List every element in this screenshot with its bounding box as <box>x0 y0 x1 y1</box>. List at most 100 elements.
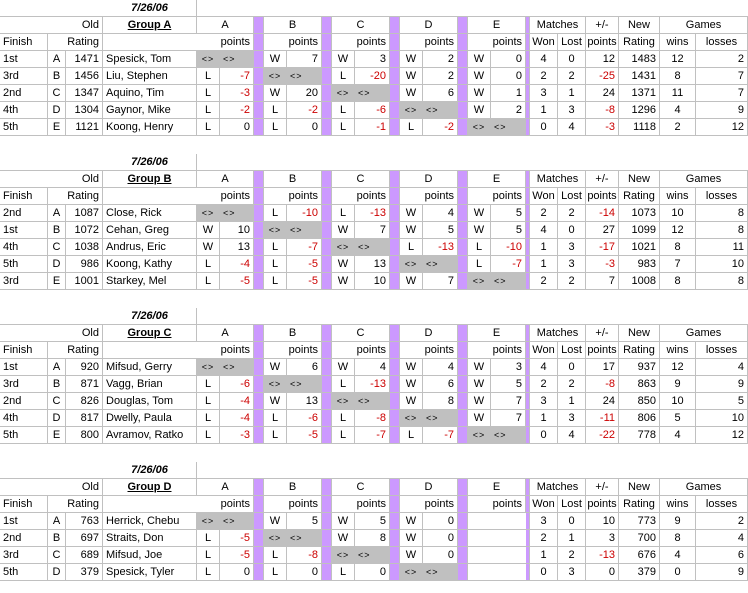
header-finish[interactable]: Finish <box>0 188 48 204</box>
matches-lost[interactable]: 0 <box>558 513 586 529</box>
player-letter[interactable]: A <box>48 205 66 221</box>
self-match-marker[interactable]: <> <box>355 85 390 101</box>
games-losses[interactable]: 9 <box>696 376 748 392</box>
match-result[interactable]: W <box>468 410 491 426</box>
matches-won[interactable]: 2 <box>530 530 558 546</box>
match-result[interactable]: W <box>400 85 423 101</box>
header-rating[interactable]: Rating <box>66 496 103 512</box>
match-points[interactable]: 2 <box>423 68 458 84</box>
player-name[interactable]: Close, Rick <box>103 205 197 221</box>
finish-place[interactable]: 2nd <box>0 205 48 221</box>
matches-won[interactable]: 2 <box>530 68 558 84</box>
match-points[interactable]: -4 <box>220 393 254 409</box>
match-points[interactable]: 6 <box>287 359 322 375</box>
games-losses[interactable]: 12 <box>696 119 748 135</box>
header-new-rating[interactable]: Rating <box>619 188 660 204</box>
header-points-c[interactable]: points <box>355 34 390 50</box>
match-points[interactable]: 5 <box>355 513 390 529</box>
old-rating[interactable]: 1456 <box>66 68 103 84</box>
group-date[interactable]: 7/26/06 <box>103 462 197 478</box>
matches-won[interactable]: 0 <box>530 564 558 580</box>
match-result[interactable]: L <box>197 547 220 563</box>
self-match-marker[interactable]: <> <box>332 547 355 563</box>
self-match-marker[interactable]: <> <box>491 273 526 289</box>
match-points[interactable]: 0 <box>355 564 390 580</box>
header-plusminus[interactable]: +/- <box>586 171 619 187</box>
match-points[interactable]: 1 <box>491 85 526 101</box>
plusminus-points[interactable]: -22 <box>586 427 619 443</box>
games-losses[interactable]: 6 <box>696 547 748 563</box>
header-lost[interactable]: Lost <box>558 342 586 358</box>
self-match-marker[interactable]: <> <box>491 119 526 135</box>
player-letter[interactable]: D <box>48 564 66 580</box>
header-games[interactable]: Games <box>660 325 748 341</box>
player-name[interactable]: Aquino, Tim <box>103 85 197 101</box>
match-points[interactable]: 3 <box>355 51 390 67</box>
match-points[interactable]: 0 <box>220 564 254 580</box>
games-wins[interactable]: 4 <box>660 427 696 443</box>
header-matches[interactable]: Matches <box>530 17 586 33</box>
self-match-marker[interactable]: <> <box>468 273 491 289</box>
header-games[interactable]: Games <box>660 17 748 33</box>
games-wins[interactable]: 0 <box>660 564 696 580</box>
games-losses[interactable]: 12 <box>696 427 748 443</box>
header-opponent-a[interactable]: A <box>197 17 254 33</box>
match-result[interactable]: L <box>400 239 423 255</box>
player-name[interactable]: Koong, Kathy <box>103 256 197 272</box>
new-rating[interactable]: 1099 <box>619 222 660 238</box>
header-points-e[interactable]: points <box>491 34 526 50</box>
header-won[interactable]: Won <box>530 496 558 512</box>
match-points[interactable]: -7 <box>287 239 322 255</box>
matches-lost[interactable]: 4 <box>558 427 586 443</box>
self-match-marker[interactable]: <> <box>468 427 491 443</box>
games-losses[interactable]: 9 <box>696 564 748 580</box>
match-result[interactable]: W <box>468 205 491 221</box>
player-name[interactable]: Spesick, Tyler <box>103 564 197 580</box>
header-opponent-b[interactable]: B <box>264 17 322 33</box>
player-name[interactable]: Starkey, Mel <box>103 273 197 289</box>
header-games[interactable]: Games <box>660 171 748 187</box>
match-result[interactable]: W <box>468 51 491 67</box>
finish-place[interactable]: 5th <box>0 427 48 443</box>
match-result[interactable]: W <box>468 376 491 392</box>
plusminus-points[interactable]: -8 <box>586 376 619 392</box>
match-result[interactable]: W <box>400 513 423 529</box>
match-result[interactable]: L <box>264 239 287 255</box>
self-match-marker[interactable]: <> <box>264 530 287 546</box>
match-points[interactable]: 10 <box>220 222 254 238</box>
match-result[interactable]: L <box>468 256 491 272</box>
new-rating[interactable]: 806 <box>619 410 660 426</box>
finish-place[interactable]: 4th <box>0 410 48 426</box>
self-match-marker[interactable]: <> <box>400 256 423 272</box>
match-result[interactable]: L <box>197 410 220 426</box>
header-matches[interactable]: Matches <box>530 325 586 341</box>
matches-lost[interactable]: 2 <box>558 376 586 392</box>
match-points[interactable]: 0 <box>491 68 526 84</box>
header-old[interactable]: Old <box>66 479 103 495</box>
self-match-marker[interactable]: <> <box>287 530 322 546</box>
header-opponent-d[interactable]: D <box>400 479 458 495</box>
games-wins[interactable]: 8 <box>660 273 696 289</box>
player-letter[interactable]: C <box>48 239 66 255</box>
header-wins[interactable]: wins <box>660 496 696 512</box>
finish-place[interactable]: 5th <box>0 256 48 272</box>
new-rating[interactable]: 1008 <box>619 273 660 289</box>
matches-won[interactable]: 1 <box>530 102 558 118</box>
plusminus-points[interactable]: -3 <box>586 119 619 135</box>
match-result[interactable]: W <box>332 273 355 289</box>
header-opponent-d[interactable]: D <box>400 325 458 341</box>
self-match-marker[interactable]: <> <box>400 564 423 580</box>
self-match-marker[interactable]: <> <box>287 376 322 392</box>
match-points[interactable]: -10 <box>491 239 526 255</box>
match-points[interactable]: 7 <box>491 410 526 426</box>
old-rating[interactable]: 1347 <box>66 85 103 101</box>
header-points-e[interactable]: points <box>491 496 526 512</box>
old-rating[interactable]: 1121 <box>66 119 103 135</box>
match-result[interactable]: L <box>332 102 355 118</box>
games-wins[interactable]: 10 <box>660 205 696 221</box>
match-points[interactable]: -2 <box>423 119 458 135</box>
self-match-marker[interactable]: <> <box>197 513 220 529</box>
matches-lost[interactable]: 3 <box>558 256 586 272</box>
match-points[interactable]: 0 <box>423 530 458 546</box>
header-rating[interactable]: Rating <box>66 342 103 358</box>
